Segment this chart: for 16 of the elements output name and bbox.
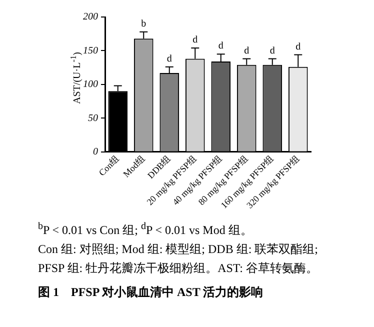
text: Con 组: 对照组; Mod 组: 模型组; DDB 组: 联苯双酯组; PFSP 组: 牡丹花瓣冻干极细粉组。AST: 谷草转氨酶。 xyxy=(38,241,320,277)
annotation: d xyxy=(244,45,250,56)
y-tick-label: 200 xyxy=(83,12,98,23)
x-tick-label: Con组 xyxy=(96,154,121,178)
y-tick-label: 150 xyxy=(83,45,98,56)
annotation: d xyxy=(296,41,301,52)
y-tick-label: 0 xyxy=(93,146,98,158)
text: 图 1 PFSP 对小鼠血清中 AST 活力的影响 xyxy=(37,284,264,301)
annotation: d xyxy=(218,40,224,52)
annotation: b xyxy=(141,18,146,30)
annotation: d xyxy=(192,34,198,46)
annotation: d xyxy=(270,45,275,56)
annotation: d xyxy=(166,54,172,65)
text: $^{b}$P < 0.01 vs Con 组; $^{d}$P < 0.01 vs Mod 组。 xyxy=(38,220,254,239)
y-tick-label: 50 xyxy=(88,112,98,124)
y-tick-label: 100 xyxy=(83,79,98,90)
